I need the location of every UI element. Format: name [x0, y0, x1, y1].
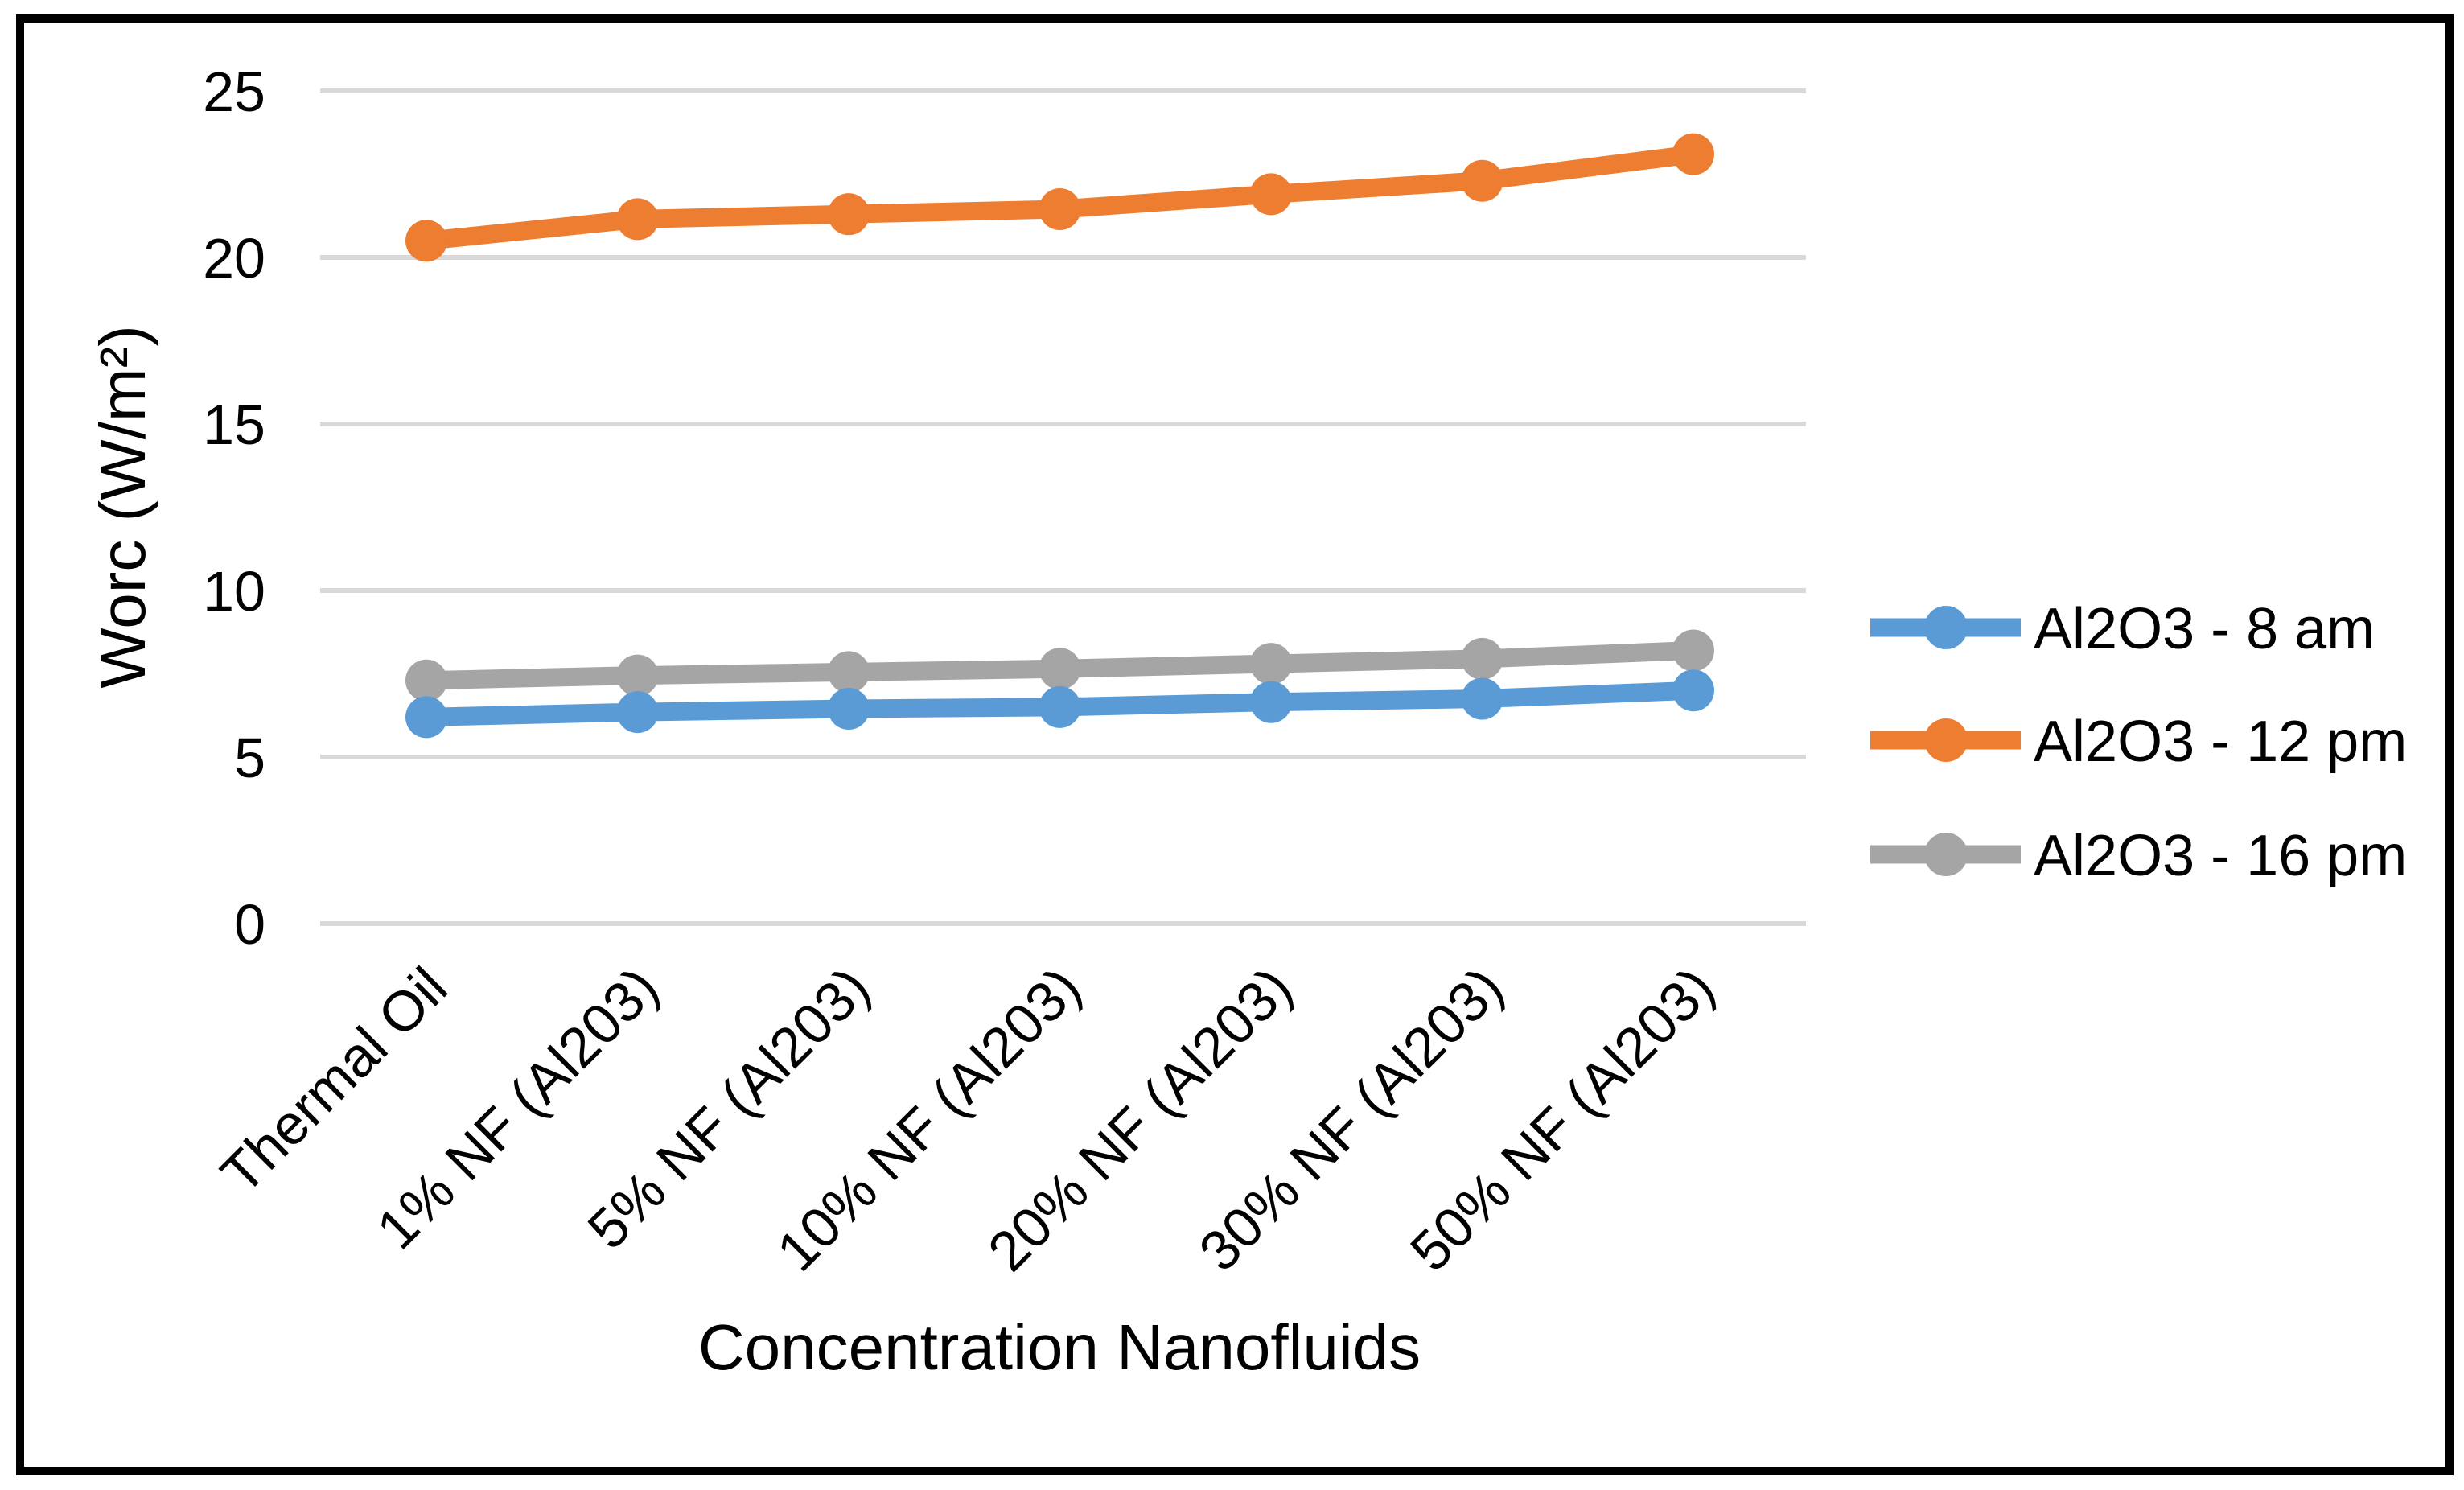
- x-axis-title: Concentration Nanofluids: [698, 1311, 1421, 1383]
- data-point-marker: [405, 696, 447, 739]
- data-point-marker: [1250, 173, 1292, 216]
- figure-border: [16, 14, 2454, 1475]
- y-tick-label: 25: [203, 60, 265, 123]
- legend: Al2O3 - 8 am Al2O3 - 12 pm Al2O3 - 16 pm: [1870, 597, 2407, 888]
- series-lines: [405, 133, 1714, 739]
- legend-item: Al2O3 - 12 pm: [1870, 710, 2407, 774]
- data-point-marker: [1672, 133, 1714, 175]
- data-point-marker: [1461, 637, 1503, 680]
- y-tick-label: 20: [203, 227, 265, 290]
- data-point-marker: [616, 198, 659, 241]
- data-point-marker: [616, 654, 659, 697]
- data-point-marker: [828, 651, 870, 694]
- data-point-marker: [616, 691, 659, 734]
- legend-item-label: Al2O3 - 16 pm: [2034, 824, 2407, 888]
- data-point-marker: [405, 659, 447, 702]
- y-tick-label: 5: [234, 726, 265, 789]
- legend-marker-dot: [1924, 718, 1968, 762]
- data-point-marker: [1672, 629, 1714, 672]
- series-2: [405, 133, 1714, 262]
- data-point-marker: [828, 687, 870, 730]
- data-point-marker: [1250, 643, 1292, 685]
- legend-item-label: Al2O3 - 8 am: [2034, 597, 2375, 661]
- legend-item: Al2O3 - 16 pm: [1870, 824, 2407, 888]
- data-point-marker: [1039, 187, 1081, 230]
- series-1: [405, 669, 1714, 739]
- y-tick-label: 10: [203, 560, 265, 623]
- data-point-marker: [1461, 159, 1503, 202]
- data-point-marker: [1672, 669, 1714, 712]
- y-axis-title: Worc (W/m²): [87, 325, 158, 689]
- data-point-marker: [1461, 677, 1503, 720]
- y-tick-label: 0: [234, 893, 265, 956]
- data-point-marker: [828, 193, 870, 236]
- legend-item-label: Al2O3 - 12 pm: [2034, 710, 2407, 774]
- data-point-marker: [1039, 648, 1081, 690]
- legend-marker-dot: [1924, 606, 1968, 649]
- data-point-marker: [1039, 685, 1081, 728]
- y-axis-tick-labels: 0 5 10 15 20 25: [203, 60, 265, 956]
- y-tick-label: 15: [203, 393, 265, 456]
- series-3: [405, 629, 1714, 702]
- data-point-marker: [405, 220, 447, 262]
- gridlines: [320, 88, 1806, 926]
- data-point-marker: [1250, 681, 1292, 723]
- legend-marker-dot: [1924, 833, 1968, 876]
- legend-item: Al2O3 - 8 am: [1870, 597, 2375, 661]
